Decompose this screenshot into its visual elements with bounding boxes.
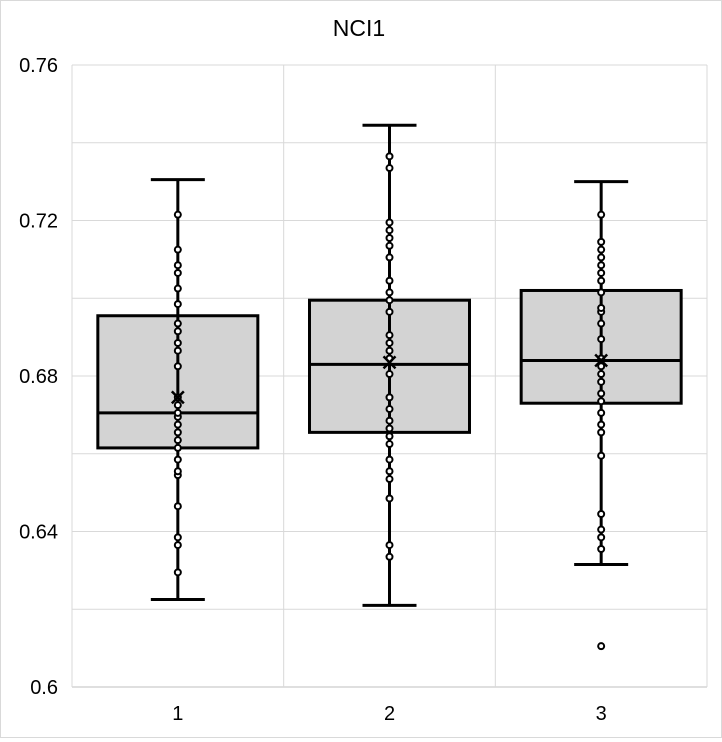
data-point — [173, 568, 182, 577]
data-point — [597, 377, 606, 386]
data-point — [173, 284, 182, 293]
data-point — [385, 416, 394, 425]
data-point — [385, 226, 394, 235]
data-point — [173, 245, 182, 254]
data-point — [597, 525, 606, 534]
data-point — [385, 233, 394, 242]
y-tick-label: 0.72 — [19, 211, 58, 233]
x-tick-label: 3 — [596, 703, 607, 725]
data-point — [385, 467, 394, 476]
data-point — [173, 541, 182, 550]
data-point — [385, 276, 394, 285]
data-point — [597, 389, 606, 398]
x-tick-label: 2 — [384, 703, 395, 725]
data-point — [385, 552, 394, 561]
data-point — [597, 268, 606, 277]
data-point — [597, 428, 606, 437]
chart-title: NCI1 — [333, 15, 385, 41]
data-point — [597, 303, 606, 312]
data-point — [173, 268, 182, 277]
data-point — [173, 210, 182, 219]
data-point — [173, 319, 182, 328]
data-point — [173, 502, 182, 511]
data-point — [173, 300, 182, 309]
outlier-point — [597, 642, 606, 651]
data-point — [597, 408, 606, 417]
mean-marker-stroke — [594, 353, 609, 368]
data-point — [597, 397, 606, 406]
data-point — [173, 420, 182, 429]
data-point — [597, 362, 606, 371]
data-point — [385, 346, 394, 355]
data-point — [597, 319, 606, 328]
data-point — [597, 245, 606, 254]
mean-marker-stroke — [382, 355, 397, 370]
data-point — [597, 451, 606, 460]
data-point — [597, 253, 606, 262]
data-point — [173, 401, 182, 410]
data-point — [385, 253, 394, 262]
data-point — [597, 510, 606, 519]
data-point — [597, 420, 606, 429]
data-point — [597, 533, 606, 542]
data-point — [385, 338, 394, 347]
data-point — [385, 218, 394, 227]
data-point — [385, 164, 394, 173]
data-point — [173, 533, 182, 542]
data-point — [597, 544, 606, 553]
data-point — [385, 455, 394, 464]
data-point — [385, 152, 394, 161]
y-tick-label: 0.76 — [19, 55, 58, 77]
mean-marker — [170, 390, 185, 405]
data-point — [597, 261, 606, 270]
data-point — [385, 331, 394, 340]
data-point — [173, 436, 182, 445]
mean-marker-stroke — [170, 390, 185, 405]
y-tick-label: 0.68 — [19, 366, 58, 388]
data-point — [385, 307, 394, 316]
data-point — [173, 261, 182, 270]
data-point — [385, 393, 394, 402]
data-point — [597, 370, 606, 379]
y-tick-label: 0.64 — [19, 522, 58, 544]
data-point — [597, 288, 606, 297]
data-point — [385, 475, 394, 484]
y-tick-label: 0.6 — [30, 677, 58, 699]
data-point — [597, 276, 606, 285]
data-point — [173, 338, 182, 347]
data-point — [173, 362, 182, 371]
data-point — [385, 370, 394, 379]
data-point — [385, 405, 394, 414]
data-point — [173, 346, 182, 355]
data-point — [597, 237, 606, 246]
data-point — [173, 443, 182, 452]
data-point — [597, 335, 606, 344]
data-point — [385, 424, 394, 433]
data-point — [173, 408, 182, 417]
data-point — [385, 494, 394, 503]
data-point — [385, 296, 394, 305]
x-tick-label: 1 — [172, 703, 183, 725]
data-point — [385, 440, 394, 449]
data-point — [173, 455, 182, 464]
mean-marker — [382, 355, 397, 370]
data-point — [173, 327, 182, 336]
mean-marker — [594, 353, 609, 368]
data-point — [385, 432, 394, 441]
data-point — [385, 541, 394, 550]
box-layer — [96, 123, 683, 651]
data-point — [385, 288, 394, 297]
data-point — [173, 467, 182, 476]
data-point — [173, 428, 182, 437]
data-point — [385, 241, 394, 250]
data-point — [597, 210, 606, 219]
axis-layer: 0.6 0.64 0.68 0.72 0.76 1 2 3 — [19, 55, 607, 725]
